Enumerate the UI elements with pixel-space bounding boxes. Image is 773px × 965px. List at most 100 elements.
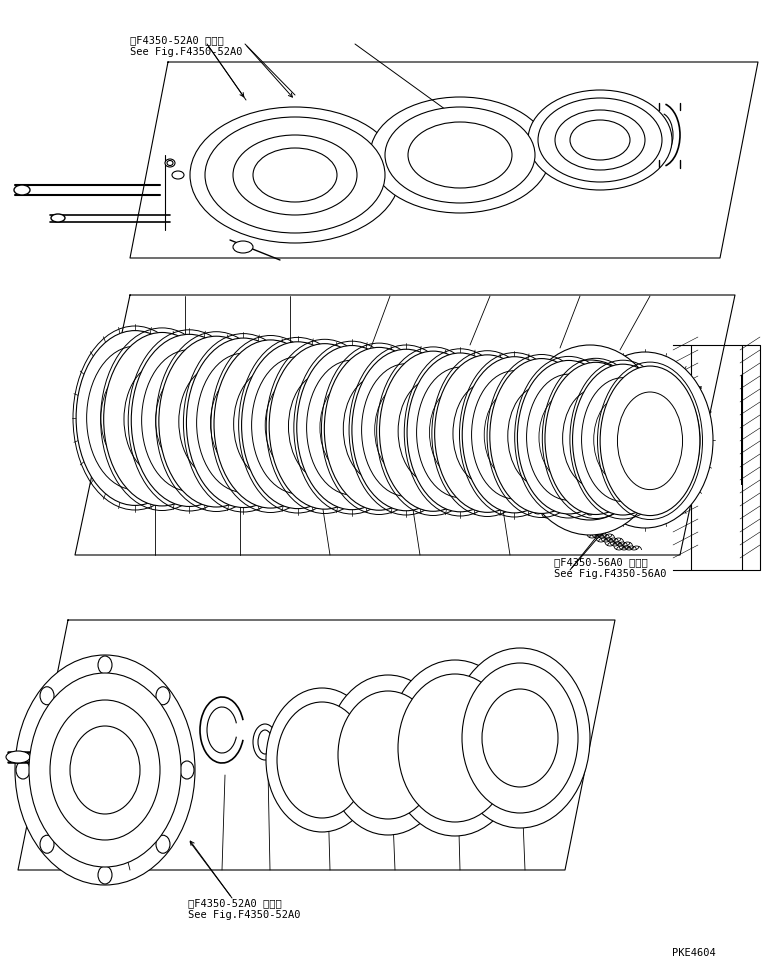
- Ellipse shape: [253, 724, 277, 760]
- Ellipse shape: [570, 120, 630, 160]
- Ellipse shape: [482, 689, 558, 787]
- Ellipse shape: [338, 691, 438, 819]
- Ellipse shape: [325, 347, 434, 510]
- Ellipse shape: [398, 674, 512, 822]
- Ellipse shape: [158, 336, 274, 507]
- Ellipse shape: [167, 160, 173, 166]
- Ellipse shape: [499, 180, 511, 188]
- Ellipse shape: [253, 148, 337, 202]
- Ellipse shape: [29, 673, 181, 867]
- Ellipse shape: [538, 98, 662, 182]
- Ellipse shape: [499, 122, 511, 130]
- Ellipse shape: [387, 660, 523, 836]
- Ellipse shape: [180, 761, 194, 779]
- Ellipse shape: [555, 110, 645, 170]
- Ellipse shape: [515, 345, 665, 535]
- Ellipse shape: [50, 700, 160, 840]
- Ellipse shape: [528, 90, 672, 190]
- Text: See Fig.F4350-56A0: See Fig.F4350-56A0: [554, 569, 666, 579]
- Ellipse shape: [98, 866, 112, 884]
- Ellipse shape: [366, 170, 380, 180]
- Ellipse shape: [288, 120, 302, 130]
- Ellipse shape: [51, 214, 65, 222]
- Ellipse shape: [584, 499, 596, 515]
- Ellipse shape: [370, 97, 550, 213]
- Ellipse shape: [454, 192, 466, 200]
- Text: PKE4604: PKE4604: [672, 948, 716, 958]
- Ellipse shape: [297, 345, 407, 510]
- Ellipse shape: [98, 656, 112, 674]
- Ellipse shape: [14, 185, 30, 195]
- Ellipse shape: [528, 360, 652, 520]
- Ellipse shape: [577, 352, 713, 528]
- Ellipse shape: [233, 135, 357, 215]
- Ellipse shape: [15, 655, 195, 885]
- Ellipse shape: [629, 465, 641, 482]
- Ellipse shape: [210, 170, 224, 180]
- Ellipse shape: [600, 366, 700, 515]
- Ellipse shape: [205, 117, 385, 233]
- Ellipse shape: [629, 399, 641, 415]
- Ellipse shape: [390, 151, 402, 159]
- Ellipse shape: [462, 357, 567, 512]
- Ellipse shape: [6, 751, 30, 763]
- Ellipse shape: [409, 122, 421, 130]
- Ellipse shape: [288, 220, 302, 230]
- Ellipse shape: [462, 663, 578, 813]
- Ellipse shape: [408, 122, 512, 188]
- Ellipse shape: [590, 368, 700, 512]
- Ellipse shape: [266, 688, 378, 832]
- Text: 第F4350-52A0 図参照: 第F4350-52A0 図参照: [188, 898, 281, 908]
- Ellipse shape: [454, 110, 466, 118]
- Text: トランスミッションケース: トランスミッションケース: [596, 373, 671, 383]
- Ellipse shape: [258, 730, 272, 754]
- Ellipse shape: [518, 151, 530, 159]
- Ellipse shape: [233, 206, 247, 215]
- Ellipse shape: [277, 702, 367, 818]
- Ellipse shape: [385, 107, 535, 203]
- Ellipse shape: [548, 385, 632, 495]
- Ellipse shape: [531, 460, 541, 466]
- Ellipse shape: [519, 465, 529, 471]
- Ellipse shape: [156, 836, 170, 853]
- Ellipse shape: [242, 342, 354, 509]
- Ellipse shape: [573, 364, 673, 515]
- Ellipse shape: [539, 399, 551, 415]
- Ellipse shape: [76, 331, 194, 506]
- Ellipse shape: [16, 761, 30, 779]
- Ellipse shape: [409, 180, 421, 188]
- Ellipse shape: [434, 355, 540, 512]
- Ellipse shape: [352, 349, 460, 510]
- Ellipse shape: [40, 836, 54, 853]
- Ellipse shape: [450, 648, 590, 828]
- Ellipse shape: [407, 353, 513, 511]
- Ellipse shape: [165, 159, 175, 167]
- Text: Transmission Case: Transmission Case: [596, 384, 702, 394]
- Ellipse shape: [156, 687, 170, 704]
- Ellipse shape: [172, 171, 184, 179]
- Text: 第F4350-56A0 図参照: 第F4350-56A0 図参照: [554, 557, 648, 567]
- Text: See Fig.F4350-52A0: See Fig.F4350-52A0: [188, 910, 301, 920]
- Text: See Fig.F4350-52A0: See Fig.F4350-52A0: [130, 47, 243, 57]
- Ellipse shape: [233, 241, 253, 253]
- Ellipse shape: [584, 365, 596, 381]
- Text: 第F4350-52A0 図参照: 第F4350-52A0 図参照: [130, 35, 223, 45]
- Ellipse shape: [545, 362, 646, 514]
- Ellipse shape: [326, 675, 450, 835]
- Ellipse shape: [610, 394, 680, 486]
- Ellipse shape: [539, 465, 551, 482]
- Ellipse shape: [190, 107, 400, 243]
- Ellipse shape: [186, 338, 301, 508]
- Ellipse shape: [517, 361, 620, 514]
- Ellipse shape: [490, 359, 594, 513]
- Ellipse shape: [104, 333, 220, 506]
- Ellipse shape: [343, 206, 357, 215]
- Ellipse shape: [40, 687, 54, 704]
- Ellipse shape: [543, 455, 553, 461]
- Ellipse shape: [343, 135, 357, 145]
- Ellipse shape: [70, 726, 140, 814]
- Ellipse shape: [214, 340, 327, 509]
- Ellipse shape: [380, 351, 487, 511]
- Ellipse shape: [131, 334, 247, 507]
- Ellipse shape: [269, 344, 380, 510]
